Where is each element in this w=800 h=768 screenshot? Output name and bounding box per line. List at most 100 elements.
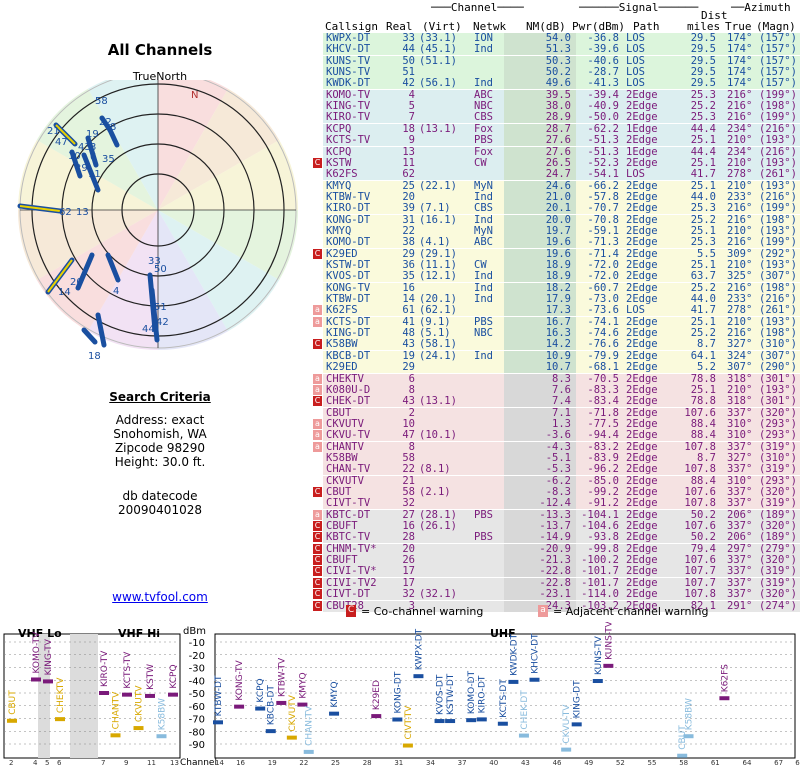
path-cell: 2Edge — [626, 588, 658, 601]
callsign-cell: KING-TV — [326, 100, 371, 113]
nm-cell: -23.1 — [539, 588, 571, 601]
path-cell: 2Edge — [626, 293, 658, 306]
power-cell: -59.1 — [587, 224, 619, 237]
power-cell: -51.3 — [587, 134, 619, 147]
nm-shade — [504, 555, 576, 567]
compass-sector — [158, 210, 298, 280]
azimuth-magnetic-cell: (319°) — [759, 463, 797, 476]
nm-shade — [504, 271, 576, 283]
nm-shade — [504, 350, 576, 362]
nm-cell: 21.0 — [545, 190, 571, 203]
network-cell: CW — [474, 259, 487, 271]
azimuth-true-cell: 337° — [727, 588, 753, 601]
virtual-channel-cell: (8.1) — [419, 463, 451, 476]
nm-shade — [504, 498, 576, 510]
azimuth-true-cell: 174° — [727, 54, 753, 67]
real-channel-cell: 2 — [408, 406, 415, 419]
distance-cell: 107.6 — [684, 554, 716, 567]
co-channel-warning: C — [313, 577, 322, 588]
co-channel-warning: C — [313, 339, 322, 350]
table-row: CBUFT 26 -21.3 -100.2 2Edge 107.6 337° (320°) C — [313, 554, 800, 567]
x-tick-label: 14 — [215, 759, 224, 767]
azimuth-magnetic-cell: (279°) — [759, 542, 797, 555]
nm-cell: 7.4 — [552, 395, 571, 408]
nm-cell: -22.8 — [539, 565, 571, 578]
power-mark — [133, 726, 144, 731]
distance-cell: 8.7 — [697, 451, 716, 464]
distance-cell: 8.7 — [697, 338, 716, 351]
virtual-channel-cell: (9.1) — [419, 315, 451, 328]
distance-cell: 25.2 — [690, 213, 716, 226]
azimuth-true-cell: 174° — [727, 77, 753, 90]
azimuth-magnetic-cell: (216°) — [759, 190, 797, 203]
adjacent-channel-mark: a — [538, 605, 548, 617]
station-label: CKVUTV — [135, 685, 145, 722]
callsign-cell: CHNM-TV* — [326, 542, 377, 555]
path-cell: 2Edge — [626, 224, 658, 237]
callsign-cell: K58BW — [326, 451, 358, 464]
azimuth-true-cell: 337° — [727, 554, 753, 567]
station-label: K62FS — [720, 664, 730, 692]
table-row: KCTS-DT 41 (9.1) PBS 16.7 -74.1 2Edge 25.1 210° (… — [313, 315, 800, 328]
path-cell: 2Edge — [626, 497, 658, 510]
azimuth-magnetic-cell: (193°) — [759, 315, 797, 328]
nm-shade — [504, 282, 576, 294]
azimuth-magnetic-cell: (199°) — [759, 88, 797, 101]
real-channel-cell: 19 — [402, 349, 415, 362]
path-cell: 2Edge — [626, 100, 658, 113]
station-label: KTBW-DT — [214, 675, 224, 716]
station-label: KMYQ — [330, 681, 340, 707]
path-cell: 2Edge — [626, 508, 658, 521]
nm-shade — [504, 146, 576, 158]
real-channel-cell: 58 — [402, 486, 415, 498]
group-signal: ──────Signal────── — [579, 1, 699, 14]
network-cell: Ind — [474, 281, 493, 294]
network-cell: PBS — [474, 134, 493, 147]
path-cell: 2Edge — [626, 247, 658, 260]
virtual-channel-cell: (7.1) — [419, 202, 451, 215]
distance-cell: 88.4 — [690, 474, 716, 487]
co-channel-warning: C — [313, 600, 322, 611]
virtual-channel-cell: (2.1) — [419, 486, 451, 498]
nm-cell: 19.6 — [545, 236, 571, 249]
co-channel-warning: C — [313, 521, 322, 532]
power-mark — [276, 700, 287, 705]
power-cell: -83.9 — [587, 451, 619, 464]
nm-shade — [504, 362, 576, 374]
path-cell: 2Edge — [626, 361, 658, 374]
table-row: CIVI-TV* 17 -22.8 -101.7 2Edge 107.7 337° (319°… — [313, 565, 800, 578]
station-label: CHANTV — [112, 691, 122, 729]
channel-label: 58 — [95, 96, 108, 107]
network-cell: CBS — [474, 202, 493, 215]
real-channel-cell: 13 — [402, 145, 415, 158]
callsign-cell: KBTC-DT — [326, 508, 371, 521]
nm-shade — [504, 475, 576, 487]
table-row: K29ED 29 (29.1) 19.6 -71.4 2Edge 5.5 309° (292°)… — [313, 247, 800, 260]
path-cell: 2Edge — [626, 202, 658, 215]
azimuth-magnetic-cell: (320°) — [759, 486, 797, 498]
table-row: CKVUTV 21 -6.2 -85.0 2Edge 88.4 310° (293°) — [323, 474, 800, 487]
real-channel-cell: 43 — [402, 395, 415, 408]
power-cell: -71.3 — [587, 236, 619, 249]
virtual-channel-cell: (13.1) — [419, 395, 457, 408]
header-network: Netwk — [473, 20, 507, 33]
nm-shade — [504, 135, 576, 147]
azimuth-true-cell: 216° — [727, 236, 753, 249]
azimuth-magnetic-cell: (198°) — [759, 213, 797, 226]
co-channel-warning: C — [313, 532, 322, 543]
co-channel-mark: C — [346, 605, 356, 617]
signal-bar-highlight — [19, 205, 61, 212]
path-cell: 2Edge — [626, 440, 658, 453]
azimuth-true-cell: 318° — [727, 395, 753, 408]
station-label: KONG-DT — [393, 671, 403, 713]
channel-label: 4 — [113, 286, 119, 297]
x-axis-label: Channel — [180, 758, 217, 768]
real-channel-cell: 38 — [402, 236, 415, 249]
tvfool-link[interactable]: www.tvfool.com — [112, 590, 208, 604]
network-cell: CW — [474, 156, 487, 169]
path-cell: 2Edge — [626, 599, 658, 612]
nm-cell: -5.3 — [545, 463, 571, 476]
power-cell: -79.9 — [587, 349, 619, 362]
callsign-cell: KIRO-TV — [326, 111, 371, 124]
network-cell: NBC — [474, 100, 493, 113]
